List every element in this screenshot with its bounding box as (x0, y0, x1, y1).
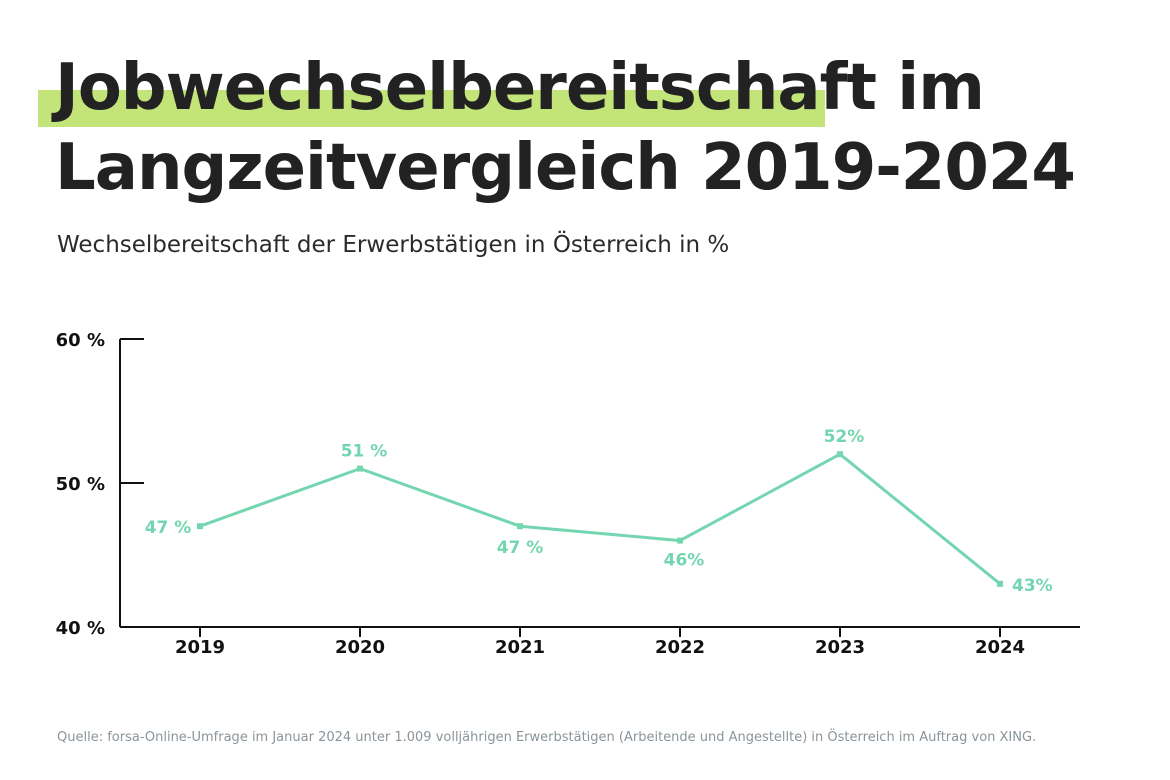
chart-title-line2: Langzeitvergleich 2019-2024 (55, 131, 1076, 205)
data-label: 46% (664, 551, 705, 571)
y-tick-label: 60 % (56, 330, 105, 351)
title-block: Jobwechselbereitschaft im Langzeitvergle… (38, 48, 1135, 208)
x-tick-label: 2019 (175, 637, 225, 658)
data-label: 52% (824, 427, 865, 447)
x-tick-label: 2021 (495, 637, 545, 658)
data-label: 47 % (497, 538, 544, 558)
x-tick-label: 2020 (335, 637, 385, 658)
source-note: Quelle: forsa-Online-Umfrage im Januar 2… (57, 730, 1037, 745)
data-point (197, 523, 203, 530)
series-line (199, 452, 1001, 585)
data-point (677, 537, 683, 544)
data-label: 47 % (145, 518, 192, 538)
data-label: 51 % (341, 442, 388, 462)
chart-title: Jobwechselbereitschaft im Langzeitvergle… (55, 48, 1135, 208)
data-label: 43% (1012, 576, 1053, 596)
chart-title-line1: Jobwechselbereitschaft im (55, 51, 985, 125)
y-tick-label: 50 % (56, 474, 105, 495)
x-tick-label: 2022 (655, 637, 705, 658)
chart-subtitle: Wechselbereitschaft der Erwerbstätigen i… (57, 232, 730, 258)
title-highlight (38, 90, 825, 127)
y-tick-label: 40 % (56, 618, 105, 639)
data-point (837, 451, 843, 458)
x-tick-label: 2023 (815, 637, 865, 658)
data-point (357, 465, 363, 472)
data-point (517, 523, 523, 530)
data-point (997, 580, 1003, 587)
x-tick-label: 2024 (975, 637, 1025, 658)
